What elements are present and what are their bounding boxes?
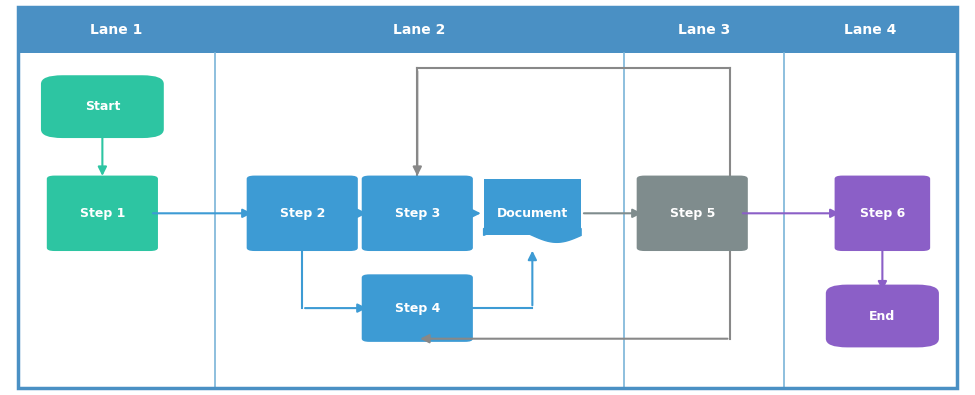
Bar bbox=[18, 7, 957, 53]
Bar bbox=[484, 179, 581, 235]
Text: Step 2: Step 2 bbox=[280, 207, 325, 220]
FancyBboxPatch shape bbox=[826, 284, 939, 348]
Text: Step 5: Step 5 bbox=[670, 207, 715, 220]
Text: Step 3: Step 3 bbox=[395, 207, 440, 220]
Text: Lane 2: Lane 2 bbox=[393, 23, 446, 37]
FancyBboxPatch shape bbox=[47, 175, 158, 251]
FancyBboxPatch shape bbox=[362, 175, 473, 251]
Text: Lane 4: Lane 4 bbox=[844, 23, 897, 37]
FancyBboxPatch shape bbox=[637, 175, 748, 251]
Text: Start: Start bbox=[85, 100, 120, 113]
FancyBboxPatch shape bbox=[362, 274, 473, 342]
FancyBboxPatch shape bbox=[41, 75, 164, 138]
Polygon shape bbox=[484, 228, 581, 242]
Text: Lane 3: Lane 3 bbox=[678, 23, 730, 37]
Text: End: End bbox=[870, 310, 895, 322]
FancyBboxPatch shape bbox=[835, 175, 930, 251]
Text: Lane 1: Lane 1 bbox=[90, 23, 142, 37]
Text: Step 6: Step 6 bbox=[860, 207, 905, 220]
Text: Step 4: Step 4 bbox=[395, 302, 440, 314]
FancyBboxPatch shape bbox=[247, 175, 358, 251]
Text: Step 1: Step 1 bbox=[80, 207, 125, 220]
Text: Document: Document bbox=[496, 207, 568, 220]
